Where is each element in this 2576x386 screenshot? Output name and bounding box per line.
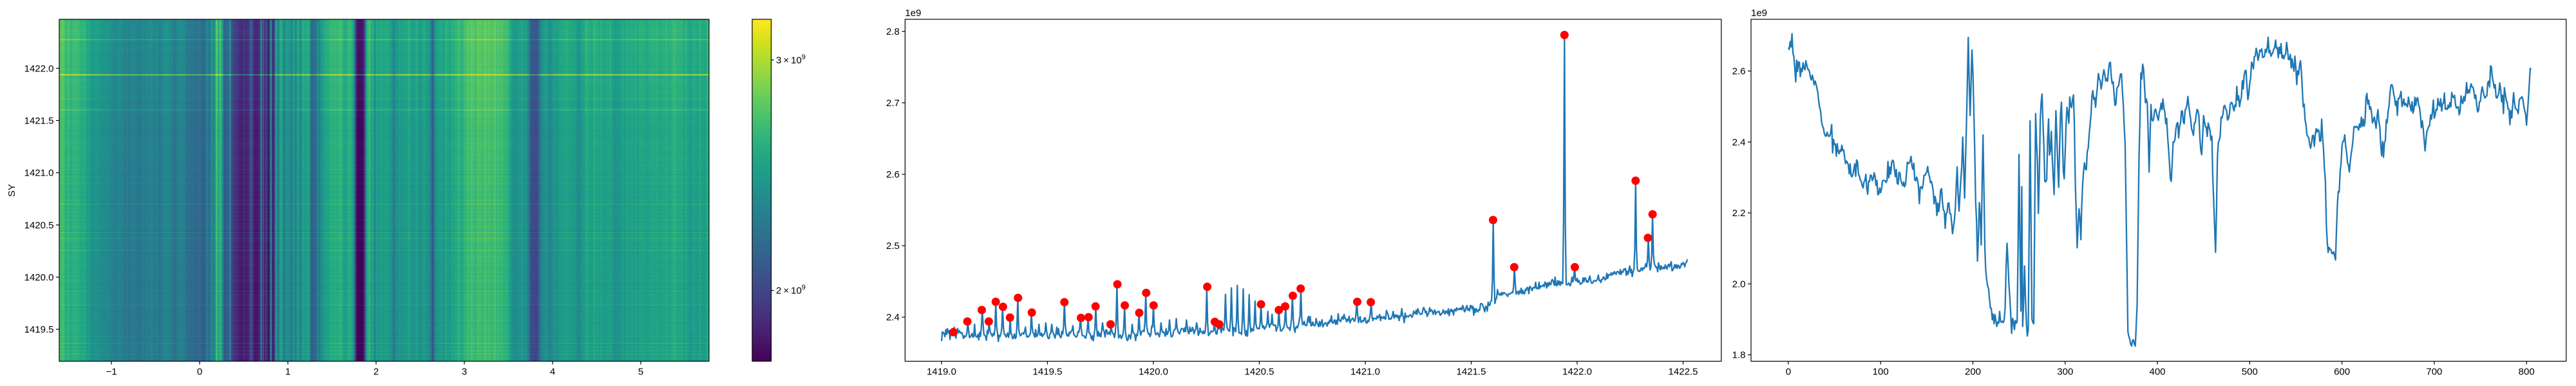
svg-text:3: 3: [462, 367, 467, 378]
svg-text:1421.0: 1421.0: [1350, 367, 1380, 378]
svg-text:1421.5: 1421.5: [1457, 367, 1486, 378]
svg-text:1.8: 1.8: [1732, 350, 1746, 361]
svg-text:0: 0: [1786, 367, 1791, 378]
svg-text:1e9: 1e9: [905, 8, 921, 19]
svg-text:300: 300: [2057, 367, 2073, 378]
svg-text:2.5: 2.5: [886, 241, 900, 252]
svg-text:0: 0: [197, 367, 202, 378]
svg-text:1420.5: 1420.5: [1245, 367, 1274, 378]
svg-text:2.6: 2.6: [886, 169, 900, 180]
svg-text:2.2: 2.2: [1732, 208, 1746, 219]
svg-text:400: 400: [2149, 367, 2165, 378]
svg-text:3 × 109: 3 × 109: [776, 53, 806, 66]
svg-text:1: 1: [285, 367, 290, 378]
svg-text:1e9: 1e9: [1751, 8, 1767, 19]
svg-text:1422.0: 1422.0: [1562, 367, 1592, 378]
svg-text:1422.0: 1422.0: [24, 63, 54, 74]
svg-text:1420.0: 1420.0: [1139, 367, 1168, 378]
svg-text:2.0: 2.0: [1732, 279, 1746, 290]
svg-text:1419.5: 1419.5: [1033, 367, 1063, 378]
svg-text:1421.0: 1421.0: [24, 168, 54, 179]
svg-text:800: 800: [2519, 367, 2535, 378]
svg-text:2.4: 2.4: [1732, 137, 1746, 148]
svg-text:2 × 109: 2 × 109: [776, 284, 806, 297]
svg-text:1421.5: 1421.5: [24, 116, 54, 127]
svg-text:1420.0: 1420.0: [24, 272, 54, 283]
svg-text:1419.0: 1419.0: [927, 367, 956, 378]
svg-text:700: 700: [2426, 367, 2442, 378]
svg-text:2.6: 2.6: [1732, 66, 1746, 77]
svg-text:4: 4: [550, 367, 555, 378]
svg-text:1419.5: 1419.5: [24, 324, 54, 335]
svg-text:200: 200: [1965, 367, 1981, 378]
svg-text:1420.5: 1420.5: [24, 220, 54, 231]
svg-text:2.8: 2.8: [886, 26, 900, 37]
svg-text:2.7: 2.7: [886, 98, 900, 109]
svg-text:100: 100: [1873, 367, 1889, 378]
svg-text:−1: −1: [106, 367, 117, 378]
svg-text:2.4: 2.4: [886, 312, 900, 323]
svg-text:500: 500: [2242, 367, 2258, 378]
svg-text:2: 2: [374, 367, 379, 378]
svg-text:5: 5: [638, 367, 643, 378]
svg-text:SY: SY: [6, 184, 17, 197]
svg-text:1422.5: 1422.5: [1669, 367, 1698, 378]
svg-text:600: 600: [2334, 367, 2350, 378]
